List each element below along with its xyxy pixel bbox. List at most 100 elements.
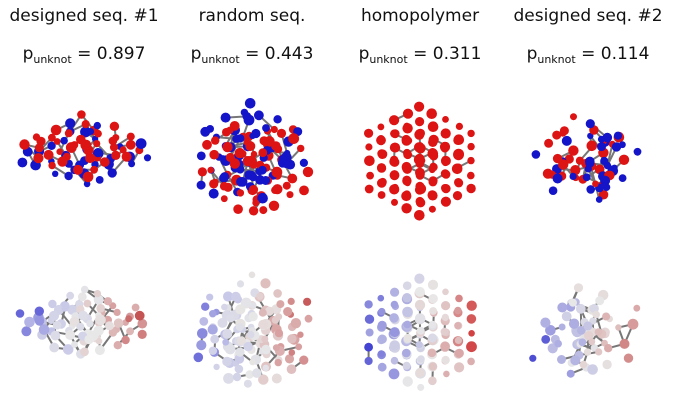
bead <box>552 153 563 164</box>
bead <box>417 383 425 391</box>
bead <box>273 289 282 298</box>
bead <box>566 369 575 378</box>
bead <box>583 348 592 356</box>
bead <box>81 120 90 129</box>
bead <box>84 334 94 345</box>
bead <box>93 121 102 130</box>
bead <box>377 362 387 372</box>
structure-gradient-coloring <box>338 250 502 400</box>
bead <box>273 115 282 124</box>
bead <box>288 133 300 144</box>
structure-sequence-coloring <box>2 78 166 228</box>
bead <box>287 173 298 184</box>
bead <box>232 372 242 382</box>
bead <box>224 343 236 355</box>
bead <box>633 147 642 156</box>
bead <box>377 320 387 330</box>
bead <box>271 316 280 324</box>
bead <box>402 293 412 303</box>
equals-sign: = <box>581 44 596 64</box>
bead <box>561 135 572 146</box>
bead <box>554 339 562 348</box>
structure-gradient-coloring <box>506 250 670 400</box>
bead <box>442 288 449 296</box>
bead <box>570 355 581 366</box>
bead <box>57 156 68 167</box>
bead <box>573 283 584 293</box>
bead <box>466 341 477 353</box>
bead <box>258 319 268 330</box>
bead <box>467 171 475 180</box>
bead <box>454 348 464 358</box>
bead <box>87 128 95 135</box>
bead <box>454 178 463 187</box>
bead <box>235 323 244 332</box>
bead <box>552 173 563 184</box>
structure-sequence-coloring <box>170 78 334 228</box>
bead <box>603 161 612 170</box>
bead <box>442 142 450 150</box>
bead <box>77 110 86 119</box>
bead <box>104 321 114 331</box>
bead <box>595 196 603 203</box>
column-title: designed seq. #2 <box>513 6 663 26</box>
bead <box>108 328 118 337</box>
bead <box>24 316 35 328</box>
bead <box>252 199 260 207</box>
bead <box>428 320 437 329</box>
bead <box>223 291 234 302</box>
bead <box>403 333 413 343</box>
bead <box>401 134 411 145</box>
column-designed-seq-2: designed seq. #2 punknot = 0.114 <box>504 0 672 420</box>
bead <box>570 165 581 176</box>
bead <box>440 196 451 207</box>
bead <box>211 136 220 145</box>
bead <box>582 173 591 182</box>
bead <box>415 117 424 125</box>
bead <box>197 328 208 339</box>
bead <box>52 320 62 330</box>
bead <box>258 374 269 385</box>
bead <box>80 347 89 357</box>
bead <box>94 345 105 356</box>
p-symbol: p <box>358 44 370 64</box>
bead <box>247 170 256 180</box>
bead <box>261 176 271 185</box>
bead <box>453 135 463 145</box>
bead <box>416 142 424 149</box>
bead <box>109 302 117 310</box>
bead <box>454 163 463 171</box>
bead <box>414 101 425 112</box>
bead <box>415 129 424 138</box>
bead <box>592 180 599 188</box>
bead <box>200 126 211 137</box>
bead <box>633 304 641 312</box>
bead <box>402 108 414 119</box>
bead <box>15 309 25 318</box>
bead <box>297 331 304 338</box>
bead <box>441 155 449 163</box>
bead <box>364 155 375 167</box>
bead <box>34 316 45 326</box>
bead <box>49 342 60 353</box>
bead <box>96 304 105 313</box>
bead <box>377 350 385 357</box>
bead <box>248 206 259 216</box>
bead <box>414 286 425 297</box>
bead <box>137 329 147 339</box>
bead <box>569 172 577 180</box>
bead <box>131 303 140 312</box>
bead <box>613 131 623 140</box>
bead <box>427 148 438 158</box>
bead <box>467 142 475 151</box>
bead <box>391 198 398 206</box>
bead <box>259 136 269 146</box>
bead <box>247 155 257 165</box>
bead <box>93 148 103 158</box>
bead <box>226 126 234 134</box>
bead <box>586 140 598 152</box>
bead <box>95 314 106 326</box>
bead <box>302 166 314 178</box>
bead <box>65 118 76 129</box>
bead <box>377 123 385 131</box>
